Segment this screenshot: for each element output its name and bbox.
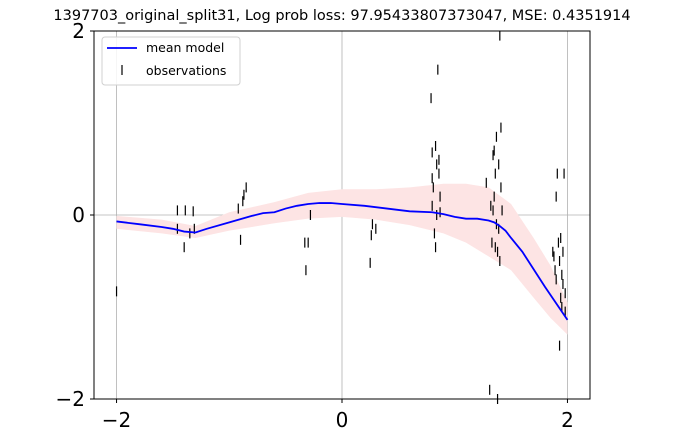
x-tick-label-2: 2 [561,408,574,432]
legend-box [101,36,241,86]
mean-model-line [116,202,569,321]
legend: mean model observations [101,36,241,86]
y-tick-label-0: −2 [56,387,85,411]
observations-layer [115,30,566,404]
axis-ticks: −2 0 2 −2 0 2 [56,19,574,432]
mean-model-layer [116,202,569,321]
y-tick-label-2: 2 [72,19,85,43]
legend-observations-label: observations [146,63,226,78]
y-tick-label-1: 0 [72,203,85,227]
legend-mean-model-label: mean model [146,40,224,55]
x-tick-label-0: −2 [102,408,131,432]
chart-title: 1397703_original_split31, Log prob loss:… [53,8,630,24]
x-tick-label-1: 0 [336,408,349,432]
